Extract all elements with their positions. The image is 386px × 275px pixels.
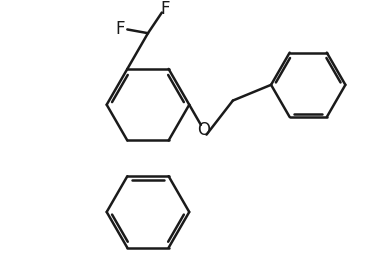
Text: F: F [115,20,125,38]
Text: O: O [197,121,210,139]
Text: F: F [160,0,169,18]
